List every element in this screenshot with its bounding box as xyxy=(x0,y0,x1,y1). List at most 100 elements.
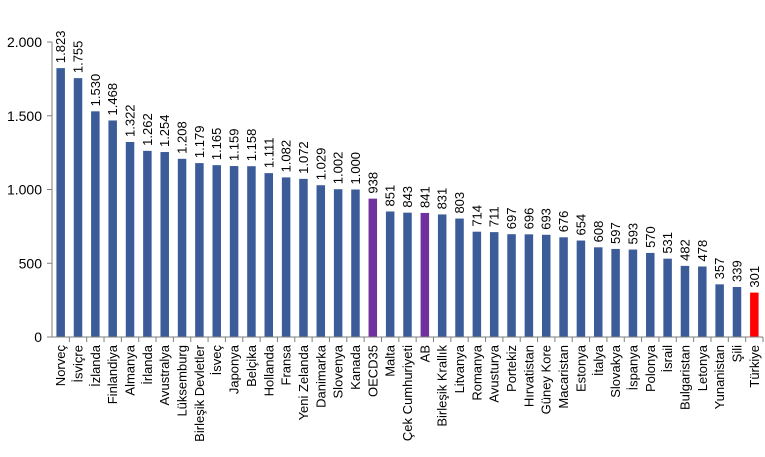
bar xyxy=(437,214,447,337)
data-label: 841 xyxy=(417,186,432,208)
bar xyxy=(524,234,534,337)
data-label: 482 xyxy=(677,239,692,261)
bar xyxy=(125,142,135,337)
data-label: 714 xyxy=(469,205,484,227)
bar xyxy=(177,158,187,337)
x-tick-label: Yunanistan xyxy=(712,345,727,409)
x-tick-label: İsviçre xyxy=(71,345,86,383)
x-tick-label: Avusturya xyxy=(487,344,502,402)
data-label: 831 xyxy=(435,188,450,210)
x-tick-label: Yeni Zelanda xyxy=(296,344,311,420)
x-tick-label: Birleşik Krallık xyxy=(435,345,450,427)
data-label: 1.072 xyxy=(296,141,311,174)
x-tick-label: AB xyxy=(417,345,432,362)
bar xyxy=(576,240,586,337)
bar xyxy=(368,198,378,337)
data-label: 1.000 xyxy=(348,152,363,185)
y-tick-label: 500 xyxy=(19,255,43,271)
data-label: 1.029 xyxy=(313,148,328,181)
bar xyxy=(385,211,395,337)
data-label: 357 xyxy=(712,258,727,280)
bar xyxy=(212,165,221,337)
x-tick-label: Hollanda xyxy=(261,344,276,396)
data-label: 851 xyxy=(383,185,398,207)
bar xyxy=(750,292,759,337)
bar xyxy=(594,247,603,337)
x-tick-label: Belçika xyxy=(244,344,259,387)
data-label: 1.823 xyxy=(53,31,68,64)
y-tick-label: 2.000 xyxy=(7,34,42,50)
x-tick-label: Birleşik Devletler xyxy=(192,344,207,441)
y-tick-label: 1.000 xyxy=(7,182,42,198)
data-label: 1.165 xyxy=(209,128,224,161)
bar xyxy=(333,189,343,337)
data-label: 1.158 xyxy=(244,129,259,162)
bar xyxy=(455,218,464,337)
bar xyxy=(420,212,430,337)
bar xyxy=(611,248,620,337)
x-tick-label: İsveç xyxy=(209,345,224,376)
data-label: 1.002 xyxy=(331,152,346,185)
bar xyxy=(229,166,239,337)
data-label: 1.254 xyxy=(157,114,172,147)
bar xyxy=(559,237,568,337)
bar xyxy=(663,258,672,337)
bar xyxy=(264,173,274,337)
bar xyxy=(628,249,638,337)
bar xyxy=(91,111,100,337)
data-label: 654 xyxy=(573,214,588,236)
bar xyxy=(715,284,724,337)
x-tick-label: Letonya xyxy=(695,344,710,391)
data-label: 301 xyxy=(747,266,762,288)
x-tick-label: Norveç xyxy=(53,345,68,387)
bar xyxy=(160,152,169,337)
data-label: 1.755 xyxy=(71,41,86,74)
bar xyxy=(195,163,204,337)
data-label: 1.322 xyxy=(123,104,138,137)
x-tick-label: İzlanda xyxy=(88,344,103,387)
x-tick-label: İrlanda xyxy=(140,344,155,385)
data-label: 1.468 xyxy=(105,83,120,116)
x-tick-label: Macaristan xyxy=(556,345,571,409)
x-tick-label: İtalya xyxy=(591,344,606,376)
bar xyxy=(489,232,499,337)
x-tick-label: Estonya xyxy=(573,344,588,392)
x-tick-label: Portekiz xyxy=(504,345,519,392)
bar xyxy=(108,120,117,337)
bar xyxy=(73,78,83,337)
data-label: 570 xyxy=(643,226,658,248)
bar xyxy=(698,266,707,337)
bar xyxy=(403,212,412,337)
x-tick-label: Malta xyxy=(383,344,398,377)
data-label: 938 xyxy=(365,172,380,194)
data-label: 339 xyxy=(729,260,744,282)
x-tick-label: Polonya xyxy=(643,344,658,392)
bar xyxy=(472,231,482,337)
x-tick-label: Slovenya xyxy=(331,344,346,398)
bar xyxy=(507,234,516,337)
bar xyxy=(351,189,360,337)
data-label: 593 xyxy=(625,223,640,245)
data-label: 697 xyxy=(504,207,519,229)
data-label: 676 xyxy=(556,211,571,233)
data-label: 711 xyxy=(487,206,502,227)
data-label: 531 xyxy=(660,232,675,254)
bar xyxy=(299,178,308,337)
data-label: 1.159 xyxy=(227,129,242,162)
x-tick-label: Almanya xyxy=(123,344,138,395)
x-tick-label: Avustralya xyxy=(157,344,172,405)
x-tick-label: Çek Cumhuriyeti xyxy=(400,345,415,441)
bar xyxy=(646,252,655,337)
bar xyxy=(143,150,152,337)
data-label: 1.082 xyxy=(279,140,294,173)
x-axis: Norveç İsviçre İzlanda Finlandiya Almanya İrl… xyxy=(52,336,764,442)
data-label: 696 xyxy=(521,208,536,230)
data-label: 843 xyxy=(400,186,415,208)
data-label: 608 xyxy=(591,221,606,243)
bar xyxy=(56,68,65,338)
x-tick-label: Japonya xyxy=(227,344,242,394)
bar xyxy=(680,265,690,337)
x-tick-label: Romanya xyxy=(469,344,484,400)
